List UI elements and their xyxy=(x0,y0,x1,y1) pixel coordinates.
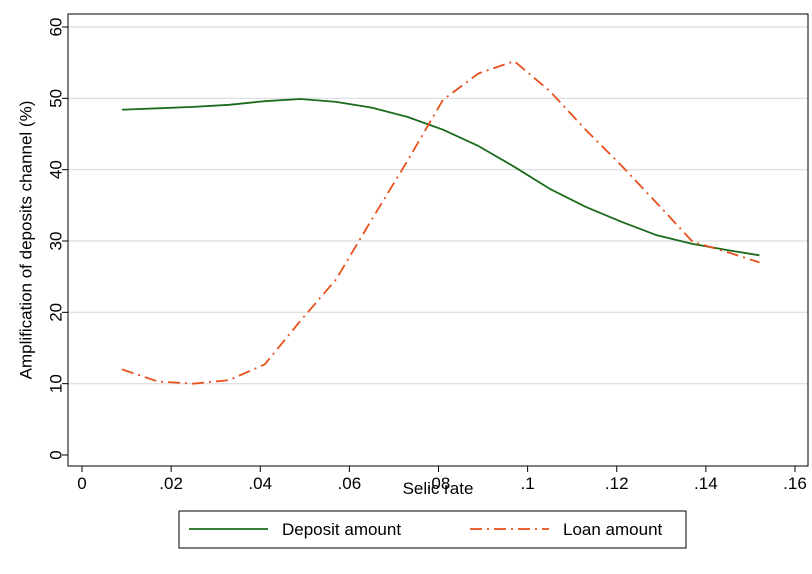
y-tick-label: 40 xyxy=(47,160,66,179)
legend-label: Loan amount xyxy=(563,520,663,539)
series-line-deposit-amount xyxy=(122,98,760,257)
x-tick-label: .08 xyxy=(427,474,451,493)
y-tick-label: 20 xyxy=(47,303,66,322)
series-line-loan-amount xyxy=(121,60,760,385)
grid-lines xyxy=(68,26,808,385)
x-axis: 0 .02 .04 .06 .08 .1 .12 .14 .16 xyxy=(77,466,807,493)
y-axis: 0 10 20 30 40 50 60 xyxy=(47,18,68,460)
y-tick-label: 10 xyxy=(47,374,66,393)
x-tick-label: .16 xyxy=(783,474,807,493)
y-tick-label: 30 xyxy=(47,232,66,251)
x-tick-label: .04 xyxy=(248,474,272,493)
y-tick-label: 0 xyxy=(47,450,66,459)
x-tick-label: .1 xyxy=(521,474,535,493)
x-axis-title: Selic rate xyxy=(403,479,474,498)
x-tick-label: .02 xyxy=(159,474,183,493)
y-axis-title: Amplification of deposits channel (%) xyxy=(17,101,36,380)
x-tick-label: 0 xyxy=(77,474,86,493)
series-lines xyxy=(121,60,760,385)
y-tick-label: 50 xyxy=(47,89,66,108)
legend: Deposit amount Loan amount xyxy=(178,510,687,549)
x-tick-label: .06 xyxy=(338,474,362,493)
x-tick-label: .14 xyxy=(694,474,718,493)
y-tick-label: 60 xyxy=(47,18,66,37)
legend-label: Deposit amount xyxy=(282,520,401,539)
x-tick-label: .12 xyxy=(605,474,629,493)
